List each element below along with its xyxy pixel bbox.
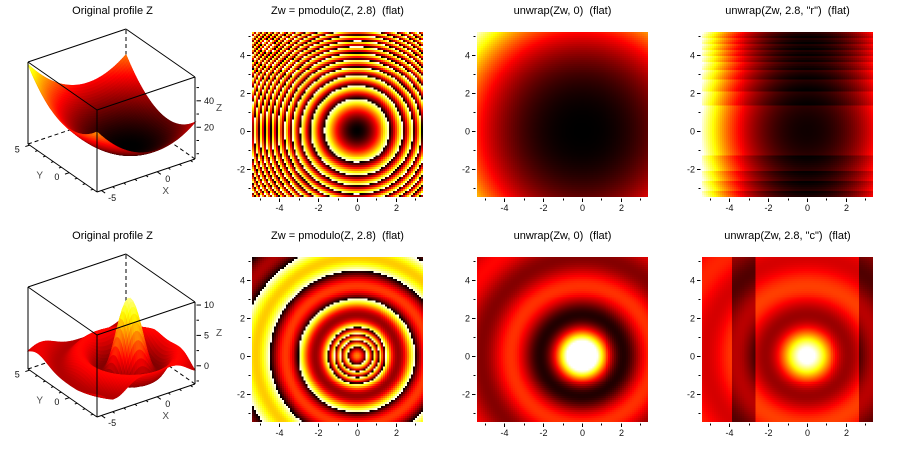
subplot-unwrap-global-top: unwrap(Zw, 0) (flat) — [450, 0, 675, 225]
chart-title: Zw = pmodulo(Z, 2.8) (flat) — [271, 230, 404, 242]
surface-plot-canvas — [0, 225, 225, 450]
heatmap-canvas — [225, 225, 450, 450]
subplot-unwrap-global-bottom: unwrap(Zw, 0) (flat) — [450, 225, 675, 450]
chart-title: Original profile Z — [72, 5, 153, 17]
chart-title: unwrap(Zw, 0) (flat) — [513, 5, 612, 17]
subplot-pmodulo-top: Zw = pmodulo(Z, 2.8) (flat) — [225, 0, 450, 225]
subplot-original-profile-top: Original profile Z — [0, 0, 225, 225]
chart-title: unwrap(Zw, 2.8, "r") (flat) — [725, 5, 850, 17]
heatmap-canvas — [675, 0, 900, 225]
heatmap-canvas — [450, 0, 675, 225]
subplot-pmodulo-bottom: Zw = pmodulo(Z, 2.8) (flat) — [225, 225, 450, 450]
chart-title: Original profile Z — [72, 230, 153, 242]
surface-plot-canvas — [0, 0, 225, 225]
heatmap-canvas — [450, 225, 675, 450]
subplot-unwrap-col-bottom: unwrap(Zw, 2.8, "c") (flat) — [675, 225, 900, 450]
chart-title: unwrap(Zw, 0) (flat) — [513, 230, 612, 242]
heatmap-canvas — [225, 0, 450, 225]
heatmap-canvas — [675, 225, 900, 450]
subplot-original-profile-bottom: Original profile Z — [0, 225, 225, 450]
chart-title: unwrap(Zw, 2.8, "c") (flat) — [724, 230, 851, 242]
subplot-unwrap-row-top: unwrap(Zw, 2.8, "r") (flat) — [675, 0, 900, 225]
chart-title: Zw = pmodulo(Z, 2.8) (flat) — [271, 5, 404, 17]
